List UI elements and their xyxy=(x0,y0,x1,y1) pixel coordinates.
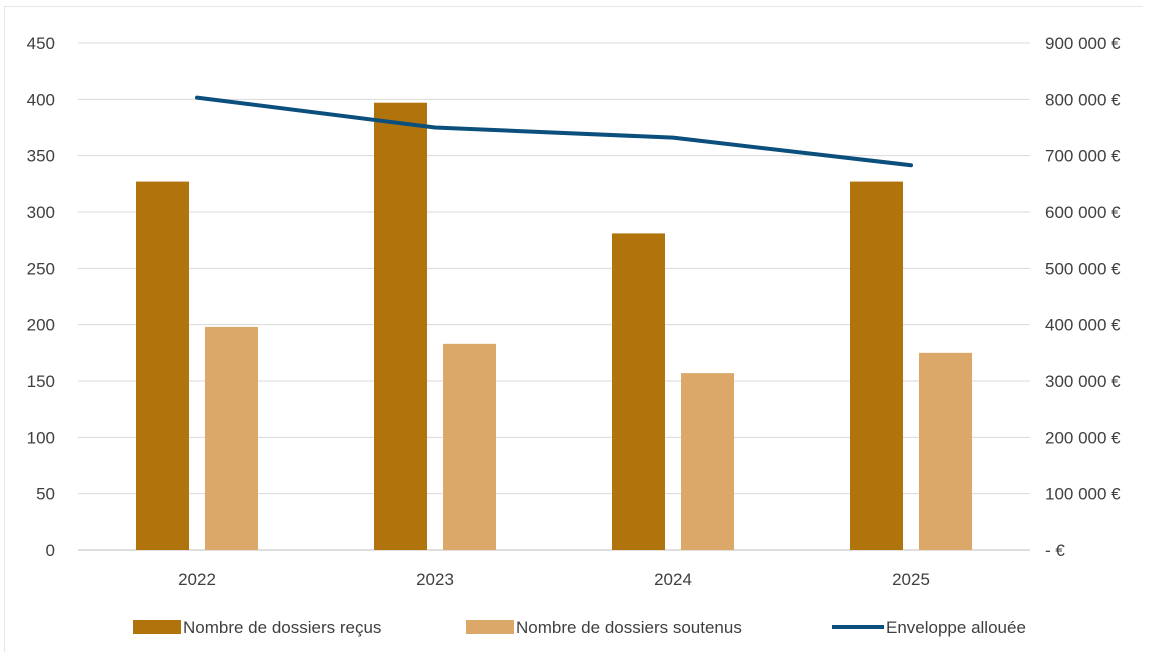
y-right-tick-label: - € xyxy=(1045,541,1065,560)
bar-series xyxy=(136,102,972,551)
right-axis-ticks: - € 100 000 € 200 000 € 300 000 € 400 000 € 5… xyxy=(1045,34,1121,560)
y-left-tick-label: 300 xyxy=(27,203,55,222)
y-left-tick-label: 200 xyxy=(27,316,55,335)
y-right-tick-label: 800 000 € xyxy=(1045,90,1121,109)
bar-dossiers-soutenus xyxy=(443,343,496,550)
chart-frame xyxy=(4,6,1143,652)
x-tick-label: 2025 xyxy=(892,570,930,589)
bar-dossiers-soutenus xyxy=(205,326,258,550)
y-left-tick-label: 250 xyxy=(27,259,55,278)
y-right-tick-label: 700 000 € xyxy=(1045,147,1121,166)
y-left-tick-label: 400 xyxy=(27,90,55,109)
y-left-tick-label: 50 xyxy=(36,485,55,504)
y-right-tick-label: 500 000 € xyxy=(1045,259,1121,278)
bar-dossiers-soutenus xyxy=(681,373,734,550)
x-tick-label: 2024 xyxy=(654,570,692,589)
bar-dossiers-recus xyxy=(374,102,427,551)
y-left-tick-label: 350 xyxy=(27,147,55,166)
y-right-tick-label: 400 000 € xyxy=(1045,316,1121,335)
legend-label: Nombre de dossiers soutenus xyxy=(516,618,742,637)
legend-swatch xyxy=(133,620,181,634)
legend-label: Enveloppe allouée xyxy=(886,618,1026,637)
y-right-tick-label: 300 000 € xyxy=(1045,372,1121,391)
x-tick-label: 2022 xyxy=(178,570,216,589)
legend-label: Nombre de dossiers reçus xyxy=(183,618,381,637)
y-left-tick-label: 150 xyxy=(27,372,55,391)
x-tick-label: 2023 xyxy=(416,570,454,589)
left-axis-ticks: 0 50 100 150 200 250 300 350 400 450 xyxy=(27,34,55,560)
y-left-tick-label: 450 xyxy=(27,34,55,53)
line-series xyxy=(195,95,913,168)
y-right-tick-label: 200 000 € xyxy=(1045,428,1121,447)
y-right-tick-label: 100 000 € xyxy=(1045,485,1121,504)
y-left-tick-label: 100 xyxy=(27,428,55,447)
y-right-tick-label: 900 000 € xyxy=(1045,34,1121,53)
bar-dossiers-recus xyxy=(612,233,665,550)
legend: Nombre de dossiers reçus Nombre de dossie… xyxy=(133,618,1026,637)
bar-dossiers-recus xyxy=(850,181,903,550)
y-right-tick-label: 600 000 € xyxy=(1045,203,1121,222)
bar-dossiers-soutenus xyxy=(919,352,972,550)
x-axis-ticks: 2022 2023 2024 2025 xyxy=(178,570,930,589)
bar-dossiers-recus xyxy=(136,181,189,550)
line-enveloppe-allouee xyxy=(195,95,913,168)
legend-swatch xyxy=(466,620,514,634)
y-left-tick-label: 0 xyxy=(46,541,55,560)
